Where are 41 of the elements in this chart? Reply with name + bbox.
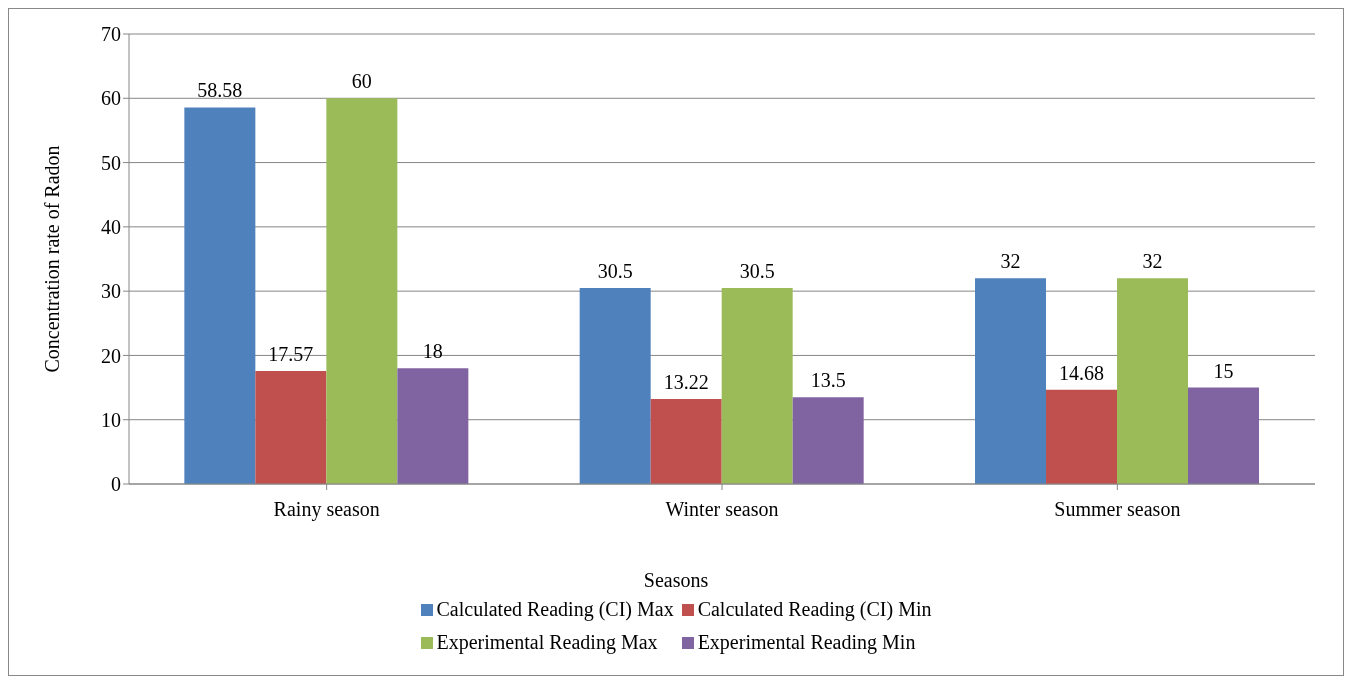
y-tick-label: 40: [101, 215, 121, 238]
data-label: 30.5: [739, 259, 775, 282]
x-axis-title: Seasons: [642, 569, 710, 592]
data-label: 18: [422, 340, 443, 363]
data-label: 13.5: [810, 369, 846, 392]
bar: [184, 107, 256, 484]
y-tick-label: 60: [101, 87, 121, 110]
bar: [1117, 278, 1189, 484]
x-tick-label: Winter season: [665, 498, 779, 521]
data-label: 32: [1000, 250, 1021, 273]
x-tick-label: Rainy season: [273, 498, 380, 522]
bar: [1046, 389, 1118, 484]
y-tick-label: 30: [101, 280, 121, 303]
data-label: 14.68: [1059, 361, 1105, 384]
bar: [255, 371, 327, 484]
legend-label: Calculated Reading (CI) Max: [436, 598, 674, 621]
bar: [975, 278, 1047, 484]
y-tick-label: 10: [101, 408, 121, 431]
x-tick-label: Summer season: [1054, 498, 1181, 521]
y-tick-label: 20: [101, 344, 121, 367]
legend-label: Calculated Reading (CI) Min: [697, 598, 932, 621]
legend-label: Experimental Reading Min: [697, 631, 916, 654]
data-label: 60: [351, 70, 372, 93]
bar: [721, 287, 793, 484]
y-tick-label: 50: [101, 151, 121, 174]
y-tick-label: 0: [111, 473, 121, 496]
data-label: 30.5: [597, 259, 633, 282]
bar: [792, 397, 864, 484]
legend-label: Experimental Reading Max: [436, 631, 658, 654]
data-label: 17.57: [268, 343, 314, 366]
data-label: 32: [1142, 250, 1163, 273]
data-label: 15: [1213, 359, 1234, 382]
bar: [579, 287, 651, 484]
bar: [397, 368, 469, 484]
y-axis-title: Concentration rate of Radon: [41, 145, 64, 373]
bar: [650, 399, 722, 484]
y-tick-label: 70: [101, 23, 121, 46]
bar: [1188, 387, 1260, 484]
bar: [326, 98, 398, 484]
data-label: 58.58: [197, 79, 243, 102]
data-label: 13.22: [663, 371, 709, 394]
